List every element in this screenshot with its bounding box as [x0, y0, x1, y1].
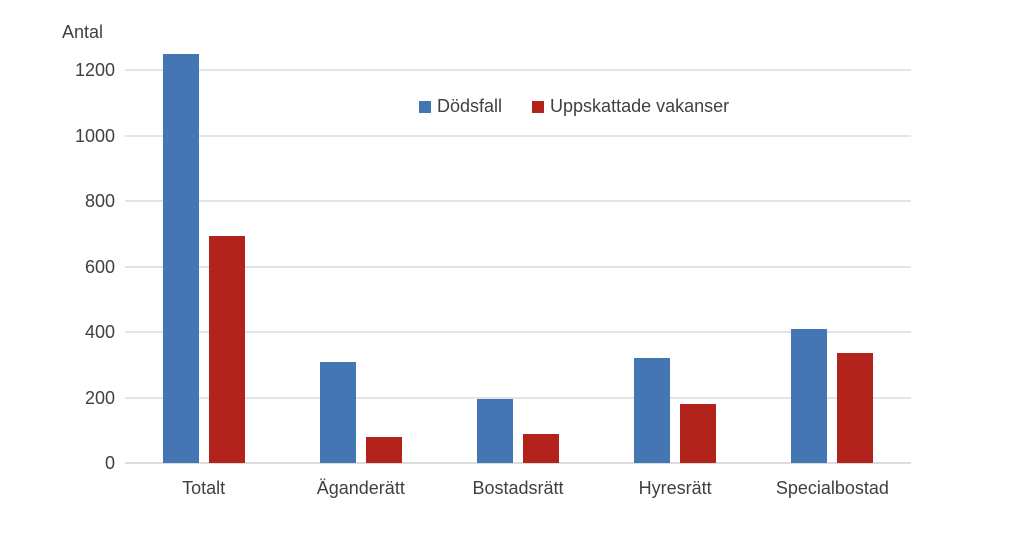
bar-dodsfall — [791, 328, 828, 463]
x-category-label: Totalt — [182, 478, 226, 498]
legend-swatch-dodsfall-icon — [419, 100, 431, 113]
gridline — [125, 134, 911, 137]
bar-uppskattade-vakanser — [365, 436, 402, 463]
bar-uppskattade-vakanser — [523, 433, 559, 463]
legend-swatch-uppskattade-vakanser-icon — [532, 100, 545, 113]
y-tick-label: 800 — [84, 191, 115, 212]
bar-dodsfall — [319, 361, 356, 463]
gridline — [125, 396, 911, 399]
bar-uppskattade-vakanser — [680, 404, 717, 463]
bar-uppskattade-vakanser — [837, 353, 874, 463]
y-tick-label: 0 — [104, 453, 115, 473]
gridline — [125, 69, 911, 72]
bar-uppskattade-vakanser — [208, 235, 245, 463]
bar-dodsfall — [634, 358, 671, 463]
bar-dodsfall — [477, 399, 513, 463]
gridline — [125, 265, 911, 268]
legend-label-dodsfall: Dödsfall — [437, 96, 503, 116]
y-tick-label: 1200 — [74, 60, 115, 81]
gridline — [125, 200, 911, 203]
x-category-label: Äganderätt — [316, 478, 405, 498]
gridline — [125, 331, 911, 334]
y-tick-label: 600 — [84, 256, 115, 277]
legend: Dödsfall Uppskattade vakanser — [419, 96, 729, 117]
x-category-label: Specialbostad — [775, 478, 889, 498]
y-tick-label: 200 — [84, 387, 115, 408]
legend-item-dodsfall: Dödsfall — [419, 96, 502, 117]
bar-dodsfall — [162, 54, 199, 463]
legend-label-uppskattade-vakanser: Uppskattade vakanser — [550, 96, 730, 116]
legend-item-uppskattade-vakanser: Uppskattade vakanser — [532, 96, 729, 117]
y-tick-label: 400 — [84, 322, 115, 343]
y-tick-label: 1000 — [74, 125, 115, 146]
y-axis-title: Antal — [62, 22, 104, 42]
gridline — [125, 462, 911, 464]
x-category-label: Bostadsrätt — [472, 478, 564, 498]
x-category-label: Hyresrätt — [638, 478, 712, 498]
